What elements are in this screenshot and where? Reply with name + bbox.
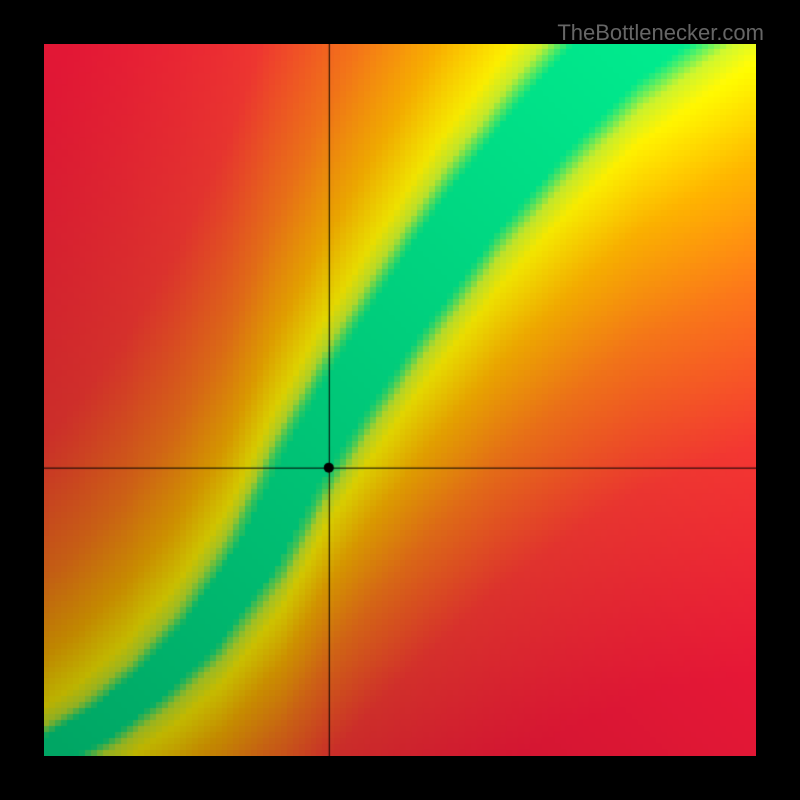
bottleneck-heatmap — [44, 44, 756, 756]
watermark-text: TheBottlenecker.com — [557, 20, 764, 46]
heatmap-canvas — [44, 44, 756, 756]
